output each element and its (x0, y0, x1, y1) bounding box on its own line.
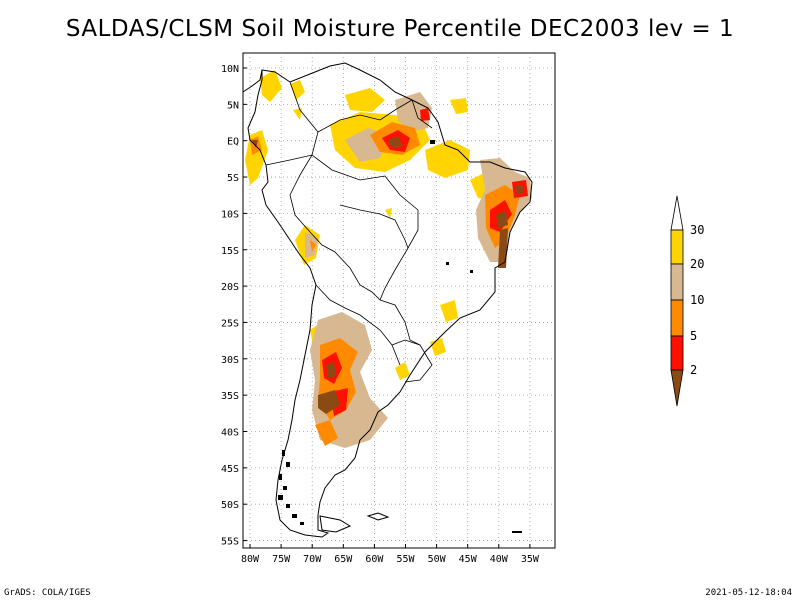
lon-label: 40W (490, 554, 509, 565)
country-borders (265, 81, 433, 383)
legend-5-10 (670, 299, 684, 337)
lat-label: 5S (227, 173, 239, 184)
footer-timestamp: 2021-05-12-18:04 (705, 588, 792, 598)
legend-label-20: 20 (690, 257, 704, 271)
legend-below-2 (670, 369, 684, 407)
legend-label-30: 30 (690, 223, 704, 237)
longitude-labels: 80W 75W 70W 65W 60W 55W 50W 45W 40W 35W (241, 544, 540, 565)
latitude-labels: 10N 5N EQ 5S 10S 15S 20S 25S 30S 35S 40S 45S 50S 55S (221, 64, 247, 548)
lat-label: EQ (227, 137, 239, 148)
lat-label: 10S (221, 209, 239, 220)
lat-label: 10N (221, 64, 239, 75)
lat-label: 40S (221, 428, 239, 439)
legend-2-5 (670, 335, 684, 371)
lat-label: 55S (221, 537, 239, 548)
page-title: SALDAS/CLSM Soil Moisture Percentile DEC… (65, 16, 735, 42)
legend-10-20 (670, 263, 684, 301)
footer-credit: GrADS: COLA/IGES (4, 588, 91, 598)
lon-label: 35W (521, 554, 540, 565)
legend-20-30 (670, 229, 684, 265)
legend-label-5: 5 (690, 329, 697, 343)
lon-label: 55W (396, 554, 415, 565)
lat-label: 50S (221, 500, 239, 511)
lon-label: 60W (365, 554, 384, 565)
lon-label: 80W (241, 554, 260, 565)
soil-moisture-field (245, 70, 532, 448)
lon-label: 65W (334, 554, 353, 565)
shading-below-2 (252, 136, 524, 414)
falklands (366, 512, 390, 521)
lon-label: 75W (272, 554, 291, 565)
lat-label: 15S (221, 246, 239, 257)
lat-label: 25S (221, 318, 239, 329)
south-america-coastline (247, 62, 533, 538)
lat-label: 20S (221, 282, 239, 293)
central-america (242, 69, 263, 93)
legend-label-2: 2 (690, 363, 697, 377)
lon-label: 70W (303, 554, 322, 565)
tierra-del-fuego (319, 515, 352, 533)
lat-label: 35S (221, 391, 239, 402)
lat-label: 45S (221, 464, 239, 475)
lon-label: 50W (428, 554, 447, 565)
lat-label: 5N (227, 100, 239, 111)
color-legend: 30 20 10 5 2 (670, 195, 704, 407)
lat-label: 30S (221, 355, 239, 366)
legend-above-30 (670, 195, 684, 231)
legend-label-10: 10 (690, 293, 704, 307)
chile-archipelago (278, 140, 522, 533)
lon-label: 45W (459, 554, 478, 565)
coastlines (242, 62, 533, 538)
